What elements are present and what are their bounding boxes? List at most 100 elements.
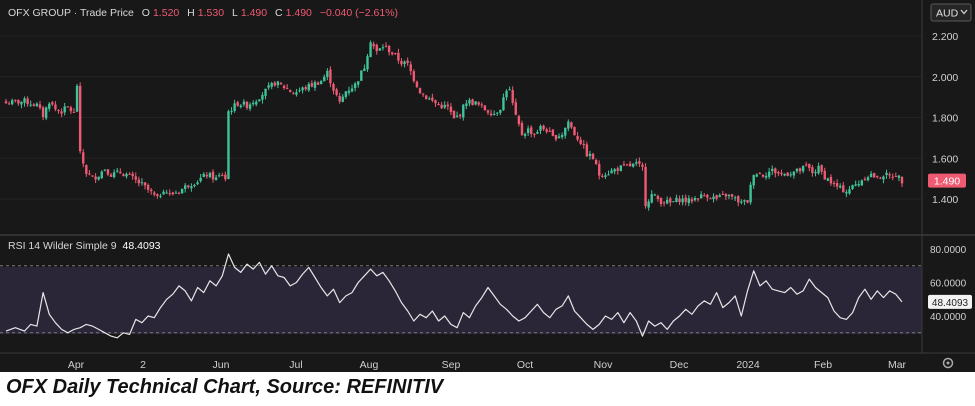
candle [650, 190, 653, 204]
candle-body [829, 176, 833, 184]
candle [372, 41, 375, 50]
candle-body [675, 197, 678, 202]
candle-body [125, 173, 128, 177]
candle-body [662, 202, 666, 204]
currency-button[interactable]: AUD [930, 3, 972, 22]
candle-body [285, 87, 289, 89]
candle-body [823, 170, 826, 180]
candle-body [613, 169, 616, 172]
candle [805, 161, 808, 167]
candle [276, 80, 280, 89]
candle-body [273, 82, 276, 86]
candle-body [391, 52, 394, 55]
candle-body [258, 99, 261, 102]
candle [792, 171, 796, 179]
candle [165, 189, 168, 194]
candle [347, 86, 351, 96]
candle-body [542, 125, 545, 130]
candle-body [795, 168, 799, 172]
candle-body [820, 165, 823, 172]
candle [594, 158, 598, 165]
candle-body [205, 174, 209, 177]
candle [313, 80, 317, 91]
candle-body [41, 107, 45, 118]
candle-body [190, 186, 193, 189]
candle [434, 99, 437, 107]
candle [845, 189, 848, 198]
candle-body [211, 171, 215, 180]
time-tick-label: Apr [68, 359, 85, 371]
candle [854, 180, 857, 187]
candle [51, 100, 54, 107]
time-tick-label: Oct [517, 359, 533, 371]
candle-body [650, 194, 653, 203]
candle-body [319, 81, 323, 85]
candle-body [350, 88, 354, 92]
candle-body [625, 164, 629, 166]
candle-body [514, 102, 517, 115]
candle-body [323, 76, 326, 82]
currency-label: AUD [936, 8, 959, 20]
candle [557, 133, 561, 139]
candle-body [641, 164, 644, 167]
candle-body [233, 103, 236, 112]
candle-body [594, 160, 598, 165]
candle [301, 86, 304, 94]
candle-body [792, 171, 796, 176]
candle-body [7, 103, 11, 105]
candle-body [177, 192, 181, 194]
candle [647, 199, 650, 211]
candle-body [798, 168, 802, 172]
candle [613, 168, 616, 175]
candle [536, 129, 539, 135]
candle [26, 96, 29, 107]
candle-body [165, 192, 168, 194]
candle-body [749, 184, 752, 203]
candle [789, 171, 792, 178]
candle [85, 164, 88, 177]
candle [891, 173, 894, 181]
candle-body [261, 94, 264, 100]
settings-icon[interactable] [942, 357, 954, 369]
candle-body [295, 92, 298, 95]
candle-body [743, 200, 746, 202]
candle [607, 170, 610, 176]
candle-body [724, 194, 728, 197]
candle [462, 103, 465, 121]
candle-body [239, 105, 243, 108]
candle-body [304, 87, 307, 90]
candle-body [159, 195, 162, 197]
candle-body [897, 175, 901, 178]
candle [4, 98, 8, 104]
candle [733, 195, 737, 202]
candle-body [245, 101, 249, 109]
candle [134, 172, 137, 184]
candle [542, 124, 545, 131]
candle [391, 51, 394, 56]
rsi-tick-label: 40.0000 [930, 312, 967, 323]
candle [106, 168, 110, 177]
candle [214, 174, 218, 181]
candle [211, 169, 215, 183]
candle [814, 169, 817, 177]
candle [499, 109, 502, 116]
candle-body [564, 127, 567, 136]
rsi-label: RSI 14 Wilder Simple 9 [8, 240, 117, 252]
candle [486, 109, 490, 116]
candle [282, 84, 286, 91]
time-tick-label: Mar [888, 359, 907, 371]
figure-caption: OFX Daily Technical Chart, Source: REFIN… [6, 376, 444, 398]
candle [591, 152, 595, 160]
candle-body [554, 134, 558, 140]
candle-body [75, 85, 79, 112]
candle [468, 97, 471, 107]
candle-body [23, 98, 26, 103]
candle-body [66, 106, 69, 108]
candle-body [560, 134, 564, 138]
candle-body [112, 172, 116, 178]
rsi-layer [0, 253, 922, 339]
candle-body [811, 167, 814, 174]
candle [885, 169, 888, 179]
candle-body [357, 81, 360, 85]
candle-body [276, 81, 280, 86]
